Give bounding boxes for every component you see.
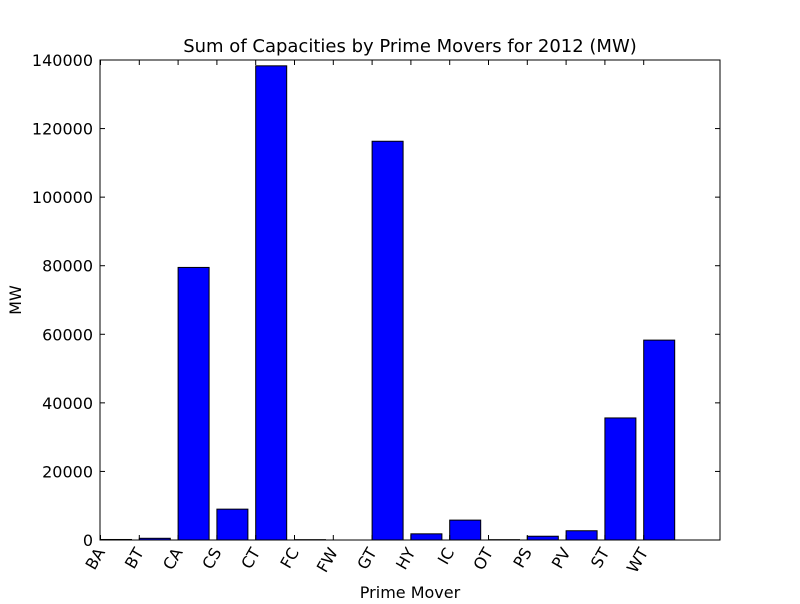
x-tick-label: HY — [392, 544, 419, 573]
x-tick-label: CA — [159, 544, 187, 573]
x-tick-label: CS — [198, 545, 225, 573]
x-tick-label: WT — [623, 544, 652, 576]
y-tick-label: 80000 — [42, 257, 93, 276]
bar-hy — [411, 534, 442, 540]
y-axis-label: MW — [6, 285, 25, 315]
y-tick-label: 20000 — [42, 462, 93, 481]
y-tick-label: 120000 — [32, 120, 93, 139]
y-tick-label: 40000 — [42, 394, 93, 413]
bar-ca — [178, 267, 209, 540]
chart-title: Sum of Capacities by Prime Movers for 20… — [183, 36, 637, 57]
bar-cs — [217, 509, 248, 540]
bar-ic — [450, 520, 481, 540]
x-tick-label: ST — [587, 544, 614, 571]
bar-ct — [256, 66, 287, 540]
x-tick-label: BT — [121, 544, 148, 572]
y-tick-label: 140000 — [32, 51, 93, 70]
y-tick-label: 100000 — [32, 188, 93, 207]
y-tick-label: 60000 — [42, 325, 93, 344]
bar-ps — [527, 536, 558, 540]
bar-gt — [372, 141, 403, 540]
x-tick-label: IC — [434, 545, 458, 568]
x-tick-label: OT — [469, 544, 497, 573]
bar-st — [605, 418, 636, 540]
bar-wt — [644, 340, 675, 540]
x-tick-label: FC — [276, 545, 303, 572]
x-axis-label: Prime Mover — [360, 583, 461, 600]
bar-pv — [566, 531, 597, 540]
x-tick-label: GT — [353, 544, 380, 572]
x-tick-label: PS — [509, 545, 535, 572]
x-tick-label: PV — [548, 544, 575, 571]
x-tick-label: FW — [313, 544, 342, 575]
bars-layer — [101, 66, 675, 540]
x-tick-label: CT — [237, 544, 264, 572]
